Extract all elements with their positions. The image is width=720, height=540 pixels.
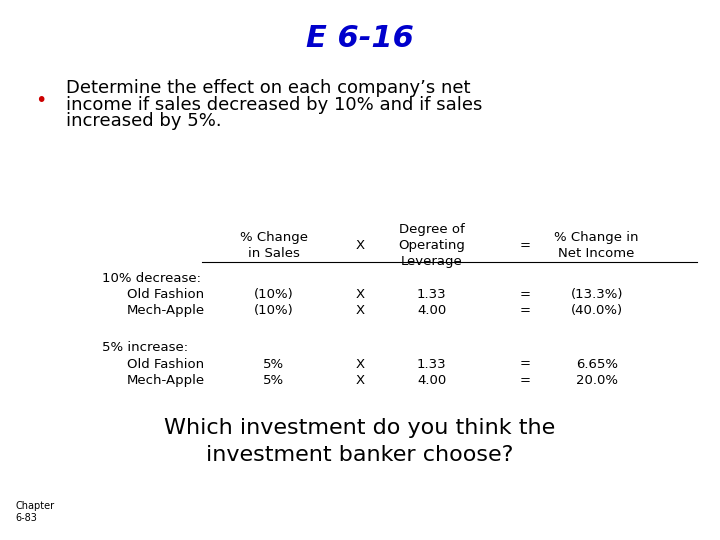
- Text: Old Fashion: Old Fashion: [127, 357, 204, 370]
- Text: 5%: 5%: [264, 357, 284, 370]
- Text: X: X: [356, 304, 364, 317]
- Text: =: =: [519, 288, 531, 301]
- Text: =: =: [519, 239, 531, 252]
- Text: % Change in
Net Income: % Change in Net Income: [554, 231, 639, 260]
- Text: X: X: [356, 288, 364, 301]
- Text: Degree of
Operating
Leverage: Degree of Operating Leverage: [398, 224, 465, 268]
- Text: 1.33: 1.33: [417, 288, 446, 301]
- Text: E 6-16: E 6-16: [306, 24, 414, 53]
- Text: % Change
in Sales: % Change in Sales: [240, 231, 308, 260]
- Text: 20.0%: 20.0%: [576, 374, 618, 387]
- Text: 6.65%: 6.65%: [576, 357, 618, 370]
- Text: X: X: [356, 374, 364, 387]
- Text: X: X: [356, 239, 364, 252]
- Text: X: X: [356, 357, 364, 370]
- Text: Chapter
6-83: Chapter 6-83: [16, 501, 55, 523]
- Text: (40.0%): (40.0%): [571, 304, 623, 317]
- Text: 4.00: 4.00: [417, 304, 446, 317]
- Text: =: =: [519, 304, 531, 317]
- Text: 10% decrease:: 10% decrease:: [102, 272, 201, 285]
- Text: Mech-Apple: Mech-Apple: [127, 374, 205, 387]
- Text: (10%): (10%): [254, 288, 294, 301]
- Text: Mech-Apple: Mech-Apple: [127, 304, 205, 317]
- Text: Which investment do you think the: Which investment do you think the: [164, 418, 556, 438]
- Text: income if sales decreased by 10% and if sales: income if sales decreased by 10% and if …: [66, 96, 482, 113]
- Text: investment banker choose?: investment banker choose?: [207, 446, 513, 465]
- Text: Determine the effect on each company’s net: Determine the effect on each company’s n…: [66, 79, 470, 97]
- Text: increased by 5%.: increased by 5%.: [66, 112, 222, 130]
- Text: Old Fashion: Old Fashion: [127, 288, 204, 301]
- Text: 4.00: 4.00: [417, 374, 446, 387]
- Text: (13.3%): (13.3%): [570, 288, 623, 301]
- Text: =: =: [519, 357, 531, 370]
- Text: 1.33: 1.33: [417, 357, 446, 370]
- Text: (10%): (10%): [254, 304, 294, 317]
- Text: 5% increase:: 5% increase:: [102, 341, 188, 354]
- Text: •: •: [35, 91, 47, 110]
- Text: =: =: [519, 374, 531, 387]
- Text: 5%: 5%: [264, 374, 284, 387]
